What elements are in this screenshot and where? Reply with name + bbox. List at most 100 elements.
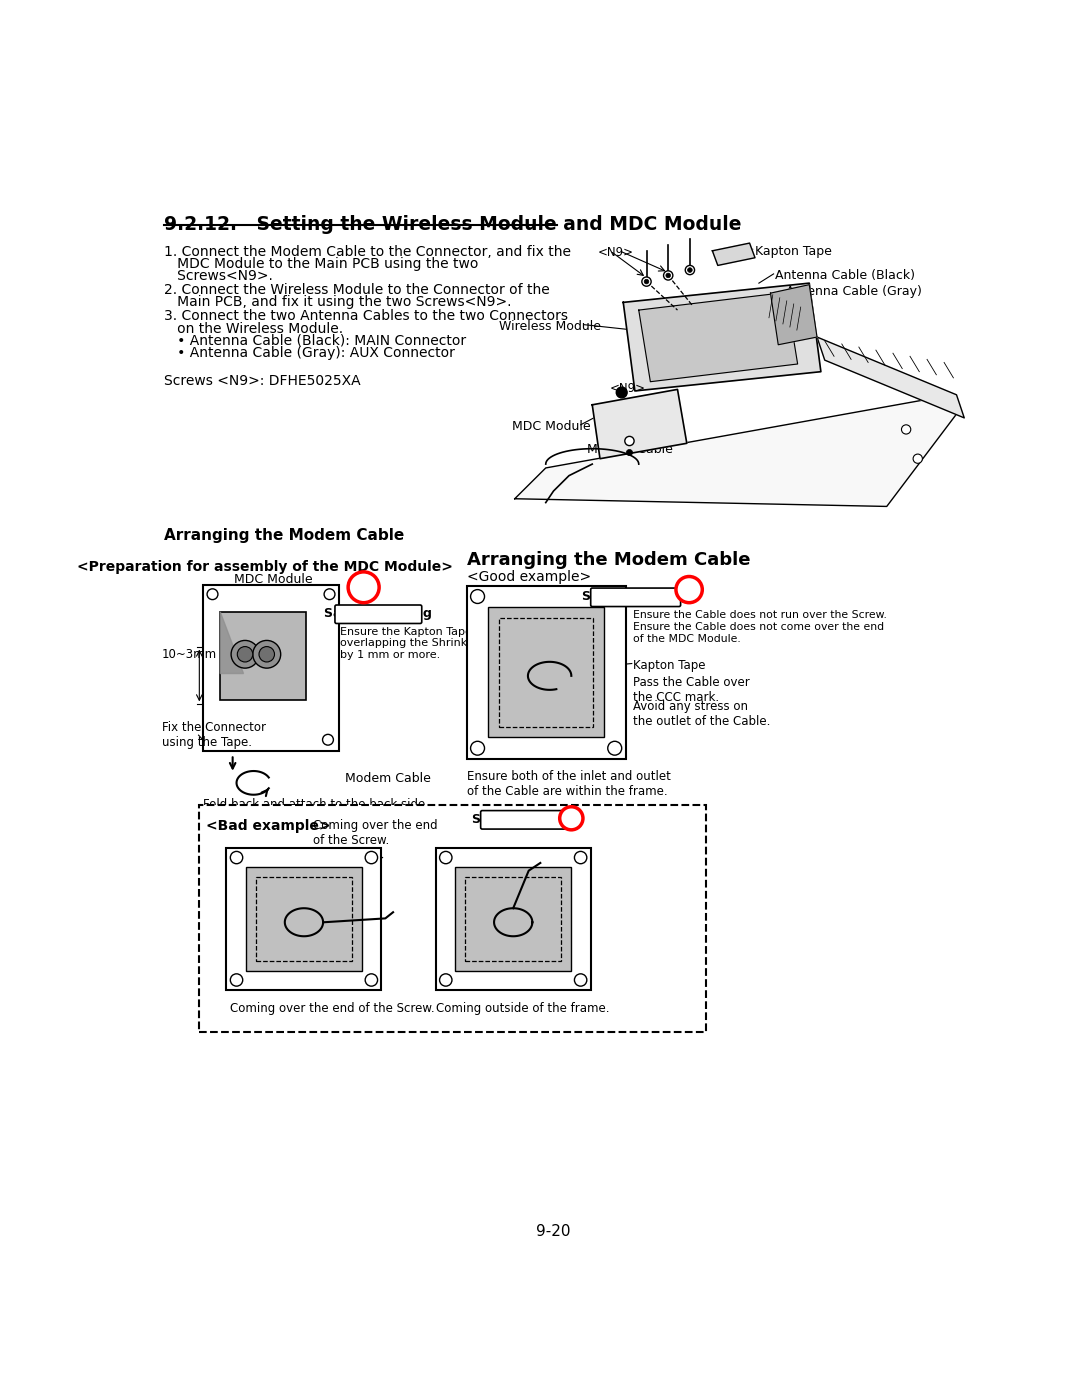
Circle shape — [575, 851, 586, 863]
Polygon shape — [623, 284, 821, 391]
Text: Avoid any stress on
the outlet of the Cable.: Avoid any stress on the outlet of the Ca… — [633, 700, 771, 728]
Text: Safety Working: Safety Working — [472, 813, 580, 826]
Circle shape — [644, 279, 649, 284]
Text: 3. Connect the two Antenna Cables to the two Connectors: 3. Connect the two Antenna Cables to the… — [164, 309, 568, 323]
Circle shape — [230, 851, 243, 863]
Circle shape — [688, 268, 692, 272]
Text: Fold back and attach to the back side
of the MDC Module.: Fold back and attach to the back side of… — [203, 798, 426, 826]
Text: • Antenna Cable (Black): MAIN Connector: • Antenna Cable (Black): MAIN Connector — [164, 334, 467, 348]
Circle shape — [626, 450, 633, 455]
Circle shape — [324, 588, 335, 599]
Circle shape — [207, 588, 218, 599]
Text: Safety Working: Safety Working — [324, 608, 432, 620]
Polygon shape — [816, 337, 964, 418]
FancyBboxPatch shape — [481, 810, 570, 828]
Polygon shape — [770, 285, 816, 345]
Text: on the Wireless Module.: on the Wireless Module. — [164, 321, 343, 335]
Bar — [220, 612, 306, 700]
Circle shape — [471, 590, 485, 604]
Polygon shape — [592, 390, 687, 458]
Text: Ensure the Cable does not run over the Screw.
Ensure the Cable does not come ove: Ensure the Cable does not run over the S… — [633, 610, 887, 644]
Circle shape — [685, 265, 694, 275]
Polygon shape — [638, 292, 798, 381]
Text: <Good example>: <Good example> — [467, 570, 591, 584]
Text: Arranging the Modem Cable: Arranging the Modem Cable — [467, 550, 751, 569]
Text: Kapton Tape: Kapton Tape — [633, 659, 706, 672]
Bar — [203, 585, 339, 750]
Bar — [499, 617, 593, 726]
Polygon shape — [220, 612, 243, 673]
Text: Screws <N9>: DFHE5025XA: Screws <N9>: DFHE5025XA — [164, 374, 361, 388]
Circle shape — [365, 974, 378, 986]
Circle shape — [642, 277, 651, 286]
Text: Main PCB, and fix it using the two Screws<N9>.: Main PCB, and fix it using the two Screw… — [164, 295, 512, 310]
Circle shape — [676, 577, 702, 602]
Text: S1: S1 — [352, 580, 376, 598]
Text: Wireless Module: Wireless Module — [499, 320, 602, 332]
Text: Fix the Connector
using the Tape.: Fix the Connector using the Tape. — [162, 721, 266, 749]
Text: Coming outside of the frame.: Coming outside of the frame. — [435, 1002, 609, 1014]
Circle shape — [608, 590, 622, 604]
Bar — [256, 877, 352, 961]
Text: MDC Module: MDC Module — [233, 573, 312, 587]
Circle shape — [608, 742, 622, 756]
Bar — [199, 805, 706, 1032]
Bar — [467, 585, 625, 759]
Circle shape — [323, 735, 334, 745]
Circle shape — [471, 742, 485, 756]
Circle shape — [625, 436, 634, 446]
Circle shape — [575, 974, 586, 986]
Polygon shape — [515, 395, 957, 507]
Text: <Bad example>: <Bad example> — [206, 819, 330, 833]
Text: <N9>: <N9> — [609, 381, 646, 395]
Circle shape — [348, 571, 379, 602]
Text: 2. Connect the Wireless Module to the Connector of the: 2. Connect the Wireless Module to the Co… — [164, 284, 550, 298]
Bar — [246, 866, 362, 971]
Bar — [488, 608, 604, 738]
Text: 9.2.12.   Setting the Wireless Module and MDC Module: 9.2.12. Setting the Wireless Module and … — [164, 215, 742, 235]
Circle shape — [253, 640, 281, 668]
FancyBboxPatch shape — [591, 588, 680, 606]
Text: S2: S2 — [562, 813, 581, 827]
Text: S2: S2 — [678, 584, 700, 598]
Text: Kapton Tape: Kapton Tape — [755, 244, 832, 257]
Text: Modem Cable: Modem Cable — [345, 773, 431, 785]
Text: <N9>: <N9> — [597, 246, 634, 260]
Bar — [435, 848, 591, 990]
Text: Modem Cable: Modem Cable — [586, 443, 673, 457]
Circle shape — [440, 851, 451, 863]
Circle shape — [259, 647, 274, 662]
Text: MDC Module: MDC Module — [512, 420, 591, 433]
Circle shape — [617, 387, 627, 398]
Polygon shape — [713, 243, 755, 265]
Text: <Preparation for assembly of the MDC Module>: <Preparation for assembly of the MDC Mod… — [78, 560, 454, 574]
Circle shape — [230, 974, 243, 986]
Text: Safety Working: Safety Working — [582, 591, 690, 604]
Text: • Antenna Cable (Gray): AUX Connector: • Antenna Cable (Gray): AUX Connector — [164, 346, 456, 360]
Text: Pass the Cable over
the CCC mark.: Pass the Cable over the CCC mark. — [633, 676, 751, 704]
Text: 1. Connect the Modem Cable to the Connector, and fix the: 1. Connect the Modem Cable to the Connec… — [164, 244, 571, 258]
Text: 10~3mm: 10~3mm — [162, 648, 217, 661]
Bar — [455, 866, 571, 971]
Text: Coming over the end
of the Screw.: Coming over the end of the Screw. — [313, 819, 437, 847]
Text: Antenna Cable (Gray): Antenna Cable (Gray) — [786, 285, 922, 298]
Text: Screws<N9>.: Screws<N9>. — [164, 270, 273, 284]
Circle shape — [559, 806, 583, 830]
Circle shape — [231, 640, 259, 668]
Text: Arranging the Modem Cable: Arranging the Modem Cable — [164, 528, 405, 543]
Circle shape — [663, 271, 673, 279]
Circle shape — [666, 274, 671, 278]
FancyBboxPatch shape — [335, 605, 422, 623]
Text: Coming over the end of the Screw.: Coming over the end of the Screw. — [230, 1002, 435, 1014]
Text: 9-20: 9-20 — [537, 1224, 570, 1239]
Bar — [465, 877, 562, 961]
Circle shape — [440, 974, 451, 986]
Circle shape — [238, 647, 253, 662]
Text: MDC Module to the Main PCB using the two: MDC Module to the Main PCB using the two — [164, 257, 478, 271]
Circle shape — [913, 454, 922, 464]
Circle shape — [365, 851, 378, 863]
Text: Antenna Cable (Black): Antenna Cable (Black) — [775, 270, 915, 282]
Text: Ensure the Kapton Tape is
overlapping the Shrink Tube
by 1 mm or more.: Ensure the Kapton Tape is overlapping th… — [340, 627, 497, 659]
Text: Ensure both of the inlet and outlet
of the Cable are within the frame.: Ensure both of the inlet and outlet of t… — [467, 770, 671, 798]
Bar — [227, 848, 381, 990]
